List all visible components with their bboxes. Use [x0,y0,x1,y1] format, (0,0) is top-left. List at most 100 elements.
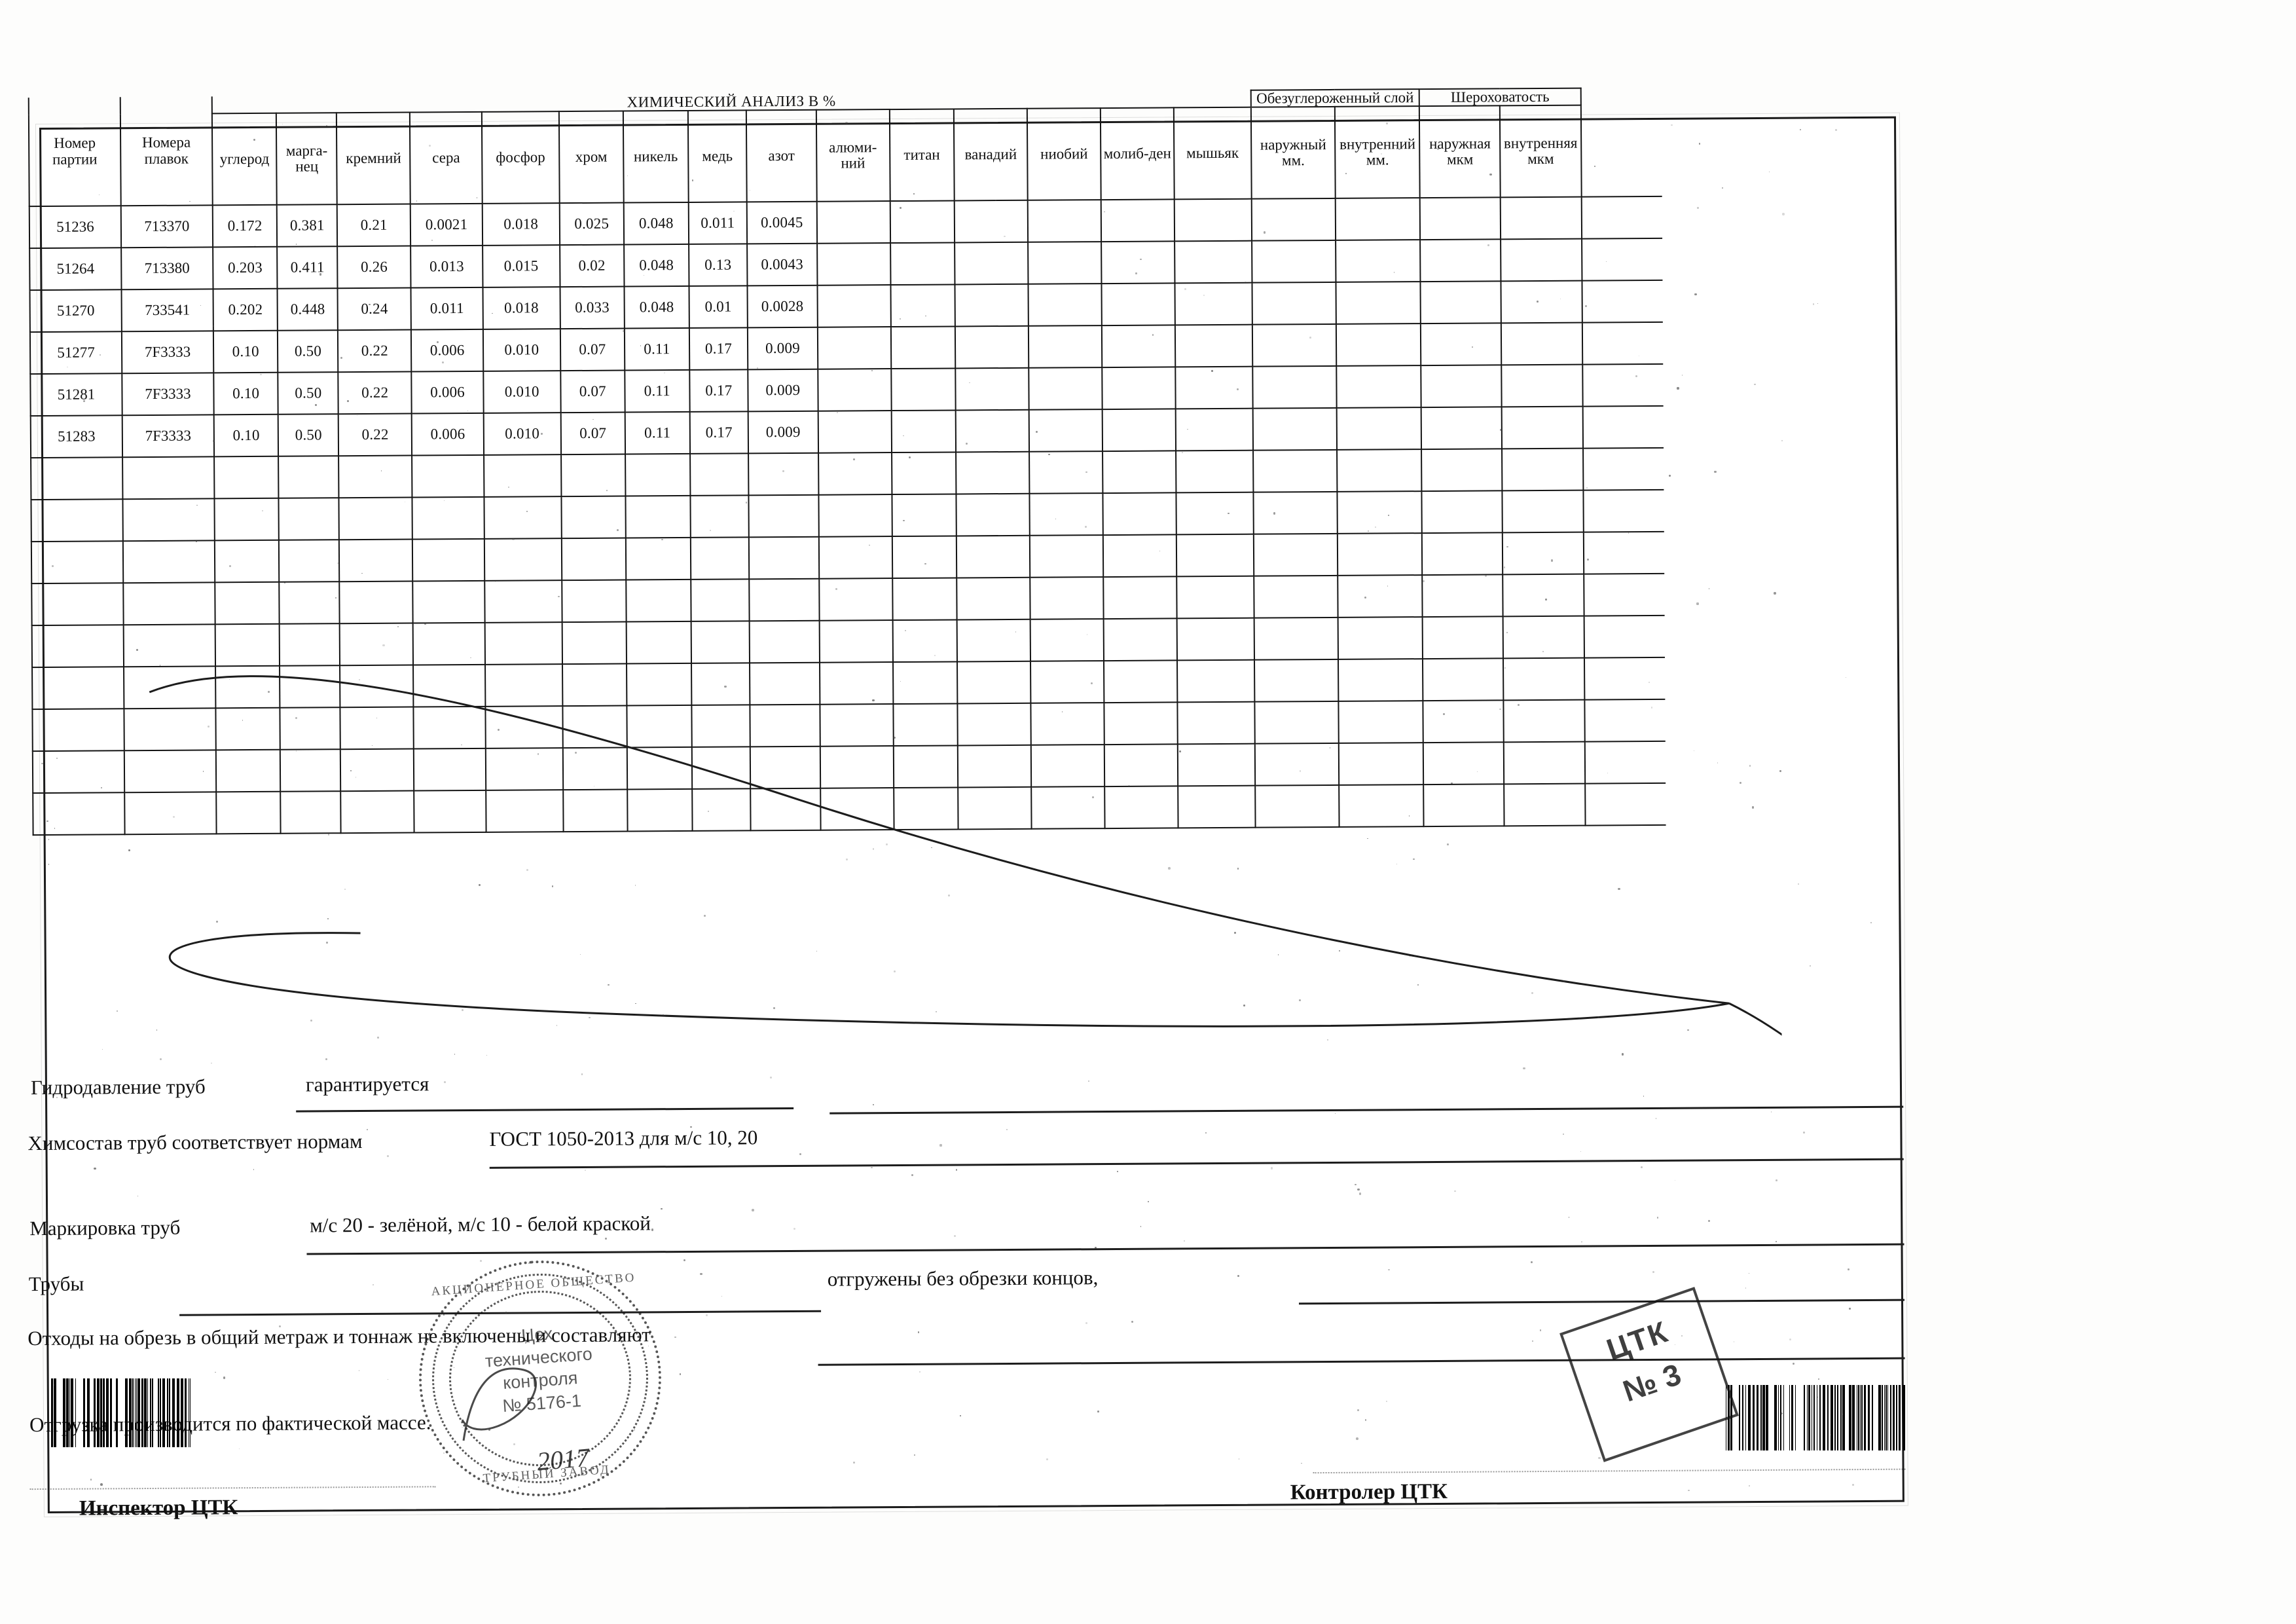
cell-chem-value [1174,198,1252,242]
cell-empty [691,747,751,790]
cell-empty [956,535,1030,578]
cell-empty [1338,701,1424,744]
cell-heat-number: 7F3333 [121,331,214,374]
cell-empty [340,665,414,708]
cell-empty [32,750,125,794]
cell-layer-value [1419,197,1501,240]
cell-batch-number: 51281 [30,373,122,416]
controller-label: Контролер ЦТК [1290,1479,1448,1505]
cell-empty [625,496,691,538]
cell-chem-value: 0.01 [689,286,748,329]
cell-empty [31,457,123,500]
cell-layer-value [1337,407,1422,451]
cell-chem-value [891,410,957,453]
cell-empty [1104,702,1178,745]
hydro-rule-2 [829,1105,1904,1115]
cell-empty [339,623,414,666]
cell-empty [1253,492,1338,534]
cell-empty [124,666,216,709]
cell-chem-value: 0.048 [623,202,689,245]
cell-empty [1031,786,1105,829]
chem-rule [489,1158,1904,1169]
cell-chem-value: 0.018 [483,287,560,330]
cell-empty [1030,745,1105,787]
cell-empty [31,583,124,626]
cell-empty [484,454,562,498]
cell-empty [891,452,957,495]
cell-layer-value [1252,324,1337,367]
cell-empty [748,494,819,538]
cell-empty [818,494,892,537]
cell-empty [1423,784,1504,827]
header-cell-decarb-outer: наружный мм. [1250,107,1336,199]
inspector-label: Инспектор ЦТК [79,1496,238,1521]
cell-layer-value [1336,282,1421,325]
cell-heat-number: 713370 [120,205,213,248]
cell-chem-value: 0.11 [624,328,689,371]
cell-layer-value [1420,281,1502,324]
cell-layer-value [1501,238,1582,282]
cell-chem-value: 0.009 [748,411,818,454]
cell-chem-value [1029,367,1102,410]
header-cell-decarb-inner: внутренний мм. [1335,106,1420,199]
cell-empty [1252,450,1338,492]
certificate-page: Номер партии Номера плавок ХИМИЧЕСКИЙ АН… [27,87,1906,1521]
header-cell-sulfur: сера [410,112,483,204]
cell-empty [484,580,562,623]
cell-chem-value: 0.22 [338,371,412,415]
cell-empty [892,578,957,621]
cell-empty [216,791,282,834]
cell-empty [748,452,819,496]
cell-empty [414,748,486,791]
cell-chem-value: 0.11 [625,370,690,413]
cell-chem-value [1101,325,1176,368]
table-row: 51270 733541 0.202 0.448 0.24 0.011 0.018 0.033… [29,280,1663,333]
cell-chem-value: 0.26 [337,246,411,289]
cell-empty [561,496,626,539]
cell-empty [215,749,281,792]
cell-empty [1176,534,1254,577]
cell-empty [412,538,485,581]
cell-empty [691,788,751,832]
cell-empty [957,703,1031,746]
cell-empty [1102,451,1176,494]
cell-empty [122,540,215,583]
cell-heat-number: 733541 [121,289,213,332]
cell-empty [280,623,340,666]
cell-empty [625,454,691,496]
cell-empty [1422,574,1504,618]
table-row-empty [31,615,1665,668]
cell-empty [1421,449,1503,492]
cell-chem-value [890,368,956,411]
cell-chem-value: 0.0043 [747,243,818,286]
marking-value: м/с 20 - зелёной, м/с 10 - белой краской [310,1211,651,1237]
cell-spare [1582,405,1664,449]
cell-empty [691,705,750,748]
cell-empty [1583,573,1665,616]
cell-empty [1338,659,1423,702]
cell-chem-value [1175,282,1252,325]
cell-chem-value [1029,409,1103,452]
cell-empty [215,581,280,625]
cell-empty [412,497,484,540]
cell-empty [338,497,413,540]
cell-empty [1583,489,1664,532]
cell-chem-value [817,327,891,369]
cell-empty [31,499,123,542]
cell-chem-value: 0.381 [277,204,338,247]
cell-empty [33,792,125,836]
table-sub-header-row: углерод марга-нец кремний сера фосфор хр… [29,105,1662,206]
cell-empty [1177,743,1255,786]
cell-layer-value [1252,282,1337,325]
cell-layer-value [1502,406,1583,449]
cell-empty [1254,785,1340,828]
header-cell-manganese: марга-нец [276,113,338,205]
cell-chem-value: 0.025 [559,202,625,246]
cell-chem-value [817,285,891,327]
cell-empty [1582,447,1664,490]
header-cell-niobium: ниобий [1027,108,1101,200]
cell-empty [690,537,750,580]
cell-layer-value [1501,364,1583,407]
cell-empty [1029,493,1103,536]
cell-empty [32,709,124,752]
